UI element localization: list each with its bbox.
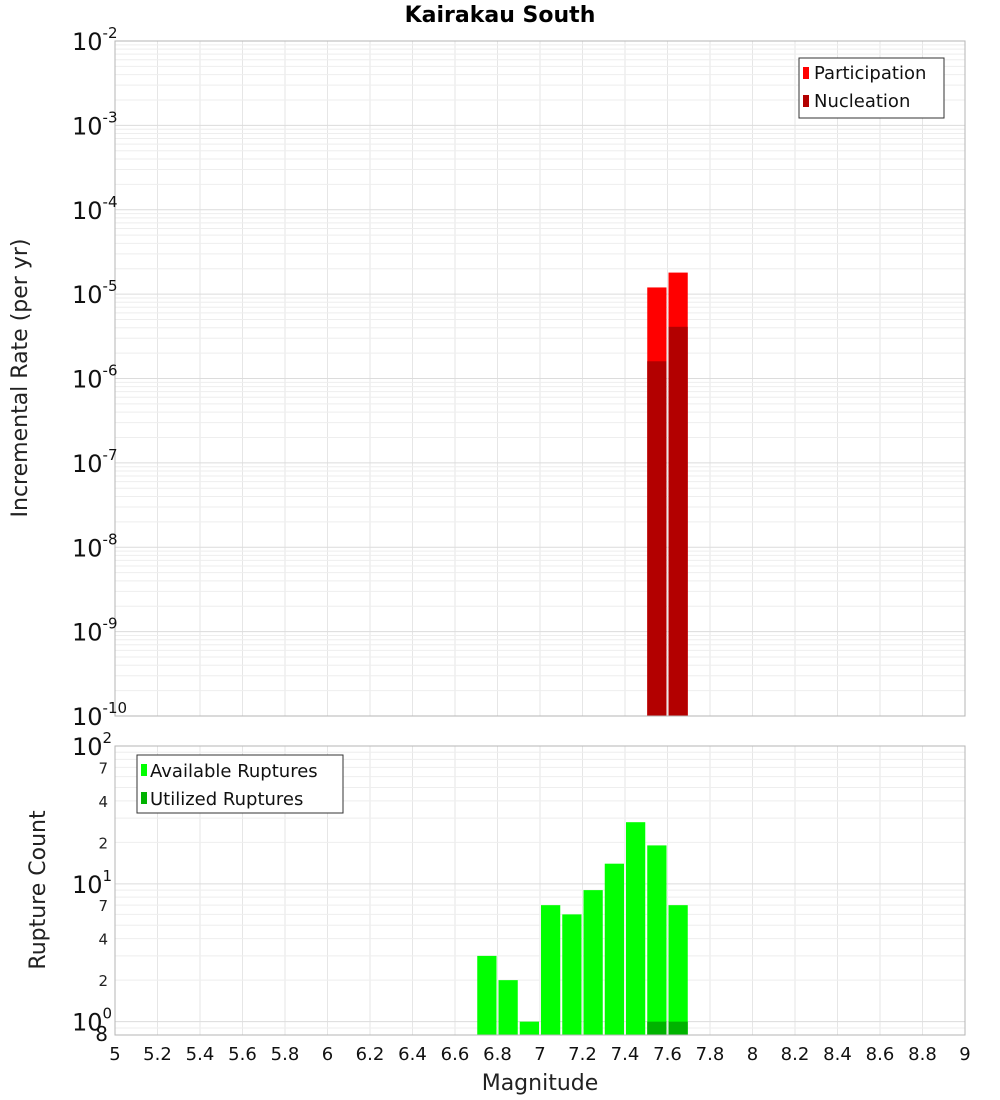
- count-y-minor-tick-label: 8: [95, 1022, 108, 1046]
- rate-y-axis-ticks: 10-10 10-9 10-8 10-7 10-6 10-5 10-4 10-3 10-2: [72, 24, 127, 731]
- magnitude-x-tick-label: 8: [747, 1044, 758, 1065]
- magnitude-x-axis-label: Magnitude: [482, 1071, 599, 1096]
- count-y-major-tick-label: 100: [72, 1005, 112, 1037]
- available-ruptures-bar: [583, 890, 603, 1035]
- count-y-major-tick-label: 101: [72, 867, 112, 899]
- utilized-ruptures-legend-label: Utilized Ruptures: [150, 789, 303, 810]
- rate-y-tick-label: 10-6: [72, 362, 118, 394]
- rate-y-tick-label: 10-5: [72, 277, 118, 309]
- magnitude-x-tick-label: 6: [322, 1044, 333, 1065]
- nucleation-legend-label: Nucleation: [814, 91, 910, 112]
- magnitude-x-tick-label: 8.2: [781, 1044, 810, 1065]
- rate-y-tick-label: 10-9: [72, 615, 118, 647]
- magnitude-x-tick-label: 6.4: [398, 1044, 427, 1065]
- available-ruptures-bar: [668, 905, 688, 1035]
- rate-y-axis-label: Incremental Rate (per yr): [8, 239, 33, 518]
- magnitude-x-tick-label: 5: [109, 1044, 120, 1065]
- count-y-major-tick-label: 102: [72, 729, 112, 761]
- magnitude-x-tick-label: 8.6: [866, 1044, 895, 1065]
- nucleation-bar: [668, 326, 688, 716]
- available-ruptures-bar: [519, 1021, 539, 1035]
- magnitude-x-tick-label: 7.2: [568, 1044, 597, 1065]
- rate-y-tick-label: 10-4: [72, 193, 118, 225]
- magnitude-x-tick-label: 5.8: [271, 1044, 300, 1065]
- available-ruptures-bar: [498, 980, 518, 1035]
- count-plot: 100 101 102 8 2 4 7 2 4 7 5 5.2 5.4 5.6 5.8 6 6.2 6.4 6.6…: [26, 729, 971, 1096]
- available-ruptures-bar: [541, 905, 561, 1035]
- rate-plot: 10-10 10-9 10-8 10-7 10-6 10-5 10-4 10-3 10-2 In…: [8, 24, 966, 731]
- magnitude-x-tick-label: 6.2: [356, 1044, 385, 1065]
- nucleation-bar: [647, 361, 667, 716]
- magnitude-x-tick-label: 8.4: [823, 1044, 852, 1065]
- rate-legend: Participation Nucleation: [798, 57, 945, 119]
- rate-y-tick-label: 10-7: [72, 446, 118, 478]
- available-ruptures-bar: [477, 955, 497, 1035]
- available-ruptures-bar: [562, 914, 582, 1035]
- available-ruptures-bar: [647, 845, 667, 1035]
- magnitude-x-tick-label: 8.8: [908, 1044, 937, 1065]
- count-legend: Available Ruptures Utilized Ruptures: [136, 754, 344, 814]
- count-y-axis-ticks: 100 101 102 8 2 4 7 2 4 7: [72, 729, 112, 1046]
- available-ruptures-legend-label: Available Ruptures: [150, 761, 318, 782]
- magnitude-x-axis-ticks: 5 5.2 5.4 5.6 5.8 6 6.2 6.4 6.6 6.8 7 7.2 7.4 7.6 7.8 8…: [109, 1044, 970, 1065]
- count-y-minor-tick-label: 7: [98, 897, 108, 915]
- magnitude-x-tick-label: 7.8: [696, 1044, 725, 1065]
- magnitude-x-tick-label: 7.4: [611, 1044, 640, 1065]
- count-y-minor-tick-label: 2: [98, 972, 108, 990]
- chart-title: Kairakau South: [405, 3, 596, 28]
- magnitude-x-tick-label: 5.6: [228, 1044, 257, 1065]
- rate-y-tick-label: 10-8: [72, 530, 118, 562]
- magnitude-x-tick-label: 5.2: [143, 1044, 172, 1065]
- count-y-minor-tick-label: 4: [98, 793, 108, 811]
- rate-legend-box: [798, 57, 945, 119]
- count-y-minor-tick-label: 2: [98, 834, 108, 852]
- utilized-ruptures-bar: [668, 1021, 688, 1035]
- count-y-minor-tick-label: 4: [98, 931, 108, 949]
- rate-plot-bars: [647, 272, 688, 716]
- participation-legend-label: Participation: [814, 63, 926, 84]
- magnitude-x-tick-label: 7: [534, 1044, 545, 1065]
- magnitude-x-tick-label: 9: [959, 1044, 970, 1065]
- participation-legend-swatch: [803, 67, 809, 79]
- available-ruptures-bar: [604, 863, 624, 1035]
- magnitude-x-tick-label: 6.6: [441, 1044, 470, 1065]
- available-ruptures-bar: [626, 822, 646, 1035]
- rate-plot-frame: [114, 40, 966, 717]
- rate-y-tick-label: 10-3: [72, 108, 118, 140]
- count-plot-frame: [114, 745, 966, 1036]
- count-y-axis-label: Rupture Count: [26, 810, 51, 970]
- rate-plot-grid: [114, 41, 966, 717]
- rate-y-tick-label: 10-10: [72, 699, 127, 731]
- count-y-minor-tick-label: 7: [98, 759, 108, 777]
- nucleation-legend-swatch: [803, 95, 809, 107]
- count-plot-grid: [114, 745, 966, 1036]
- magnitude-x-tick-label: 7.6: [653, 1044, 682, 1065]
- count-plot-bars: [477, 822, 688, 1035]
- magnitude-x-tick-label: 6.8: [483, 1044, 512, 1065]
- utilized-ruptures-legend-swatch: [141, 792, 147, 804]
- count-legend-box: [136, 754, 344, 814]
- utilized-ruptures-bar: [647, 1021, 667, 1035]
- available-ruptures-legend-swatch: [141, 764, 147, 776]
- magnitude-x-tick-label: 5.4: [186, 1044, 215, 1065]
- rate-y-tick-label: 10-2: [72, 24, 118, 56]
